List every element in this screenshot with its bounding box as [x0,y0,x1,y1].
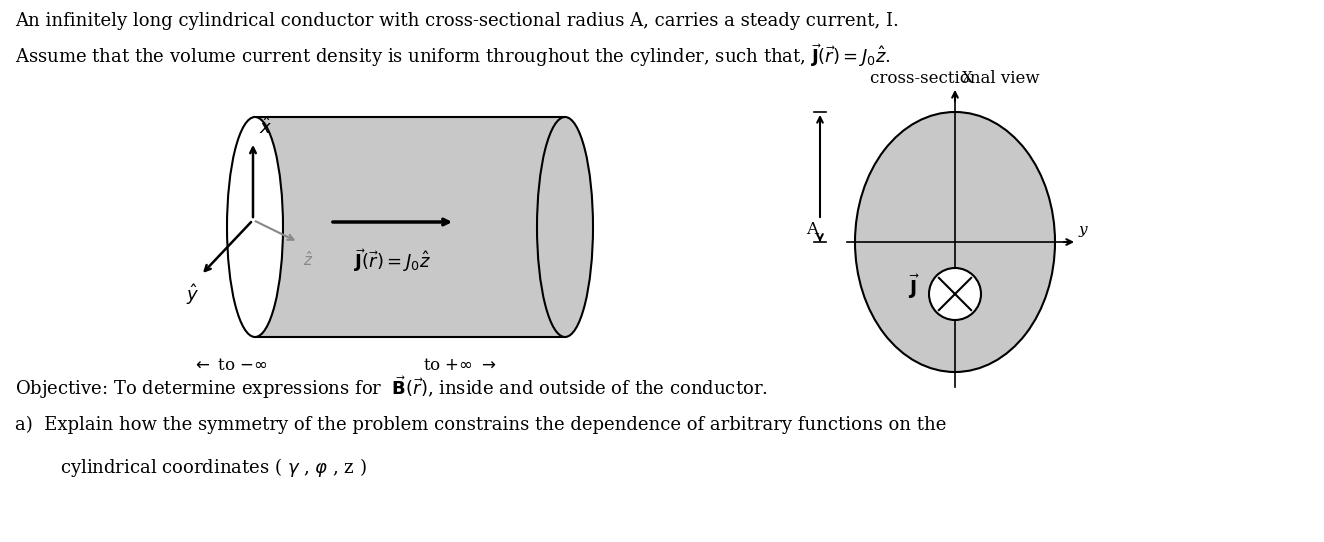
Text: X: X [963,71,973,85]
Text: A: A [806,222,818,238]
Text: to $+\infty$ $\rightarrow$: to $+\infty$ $\rightarrow$ [424,357,496,374]
Text: $\hat{y}$: $\hat{y}$ [187,282,200,307]
Text: $\hat{x}$: $\hat{x}$ [260,117,273,138]
Ellipse shape [226,117,283,337]
Circle shape [929,268,981,320]
Text: cylindrical coordinates ( $\gamma$ , $\varphi$ , z ): cylindrical coordinates ( $\gamma$ , $\v… [60,456,367,479]
Text: $\vec{\mathbf{J}}(\vec{r}) = J_0\hat{z}$: $\vec{\mathbf{J}}(\vec{r}) = J_0\hat{z}$ [354,247,430,274]
Bar [256,117,565,337]
Text: Assume that the volume current density is uniform throughout the cylinder, such : Assume that the volume current density i… [15,42,891,69]
Text: $\leftarrow$ to $-\infty$: $\leftarrow$ to $-\infty$ [192,357,267,374]
Text: y: y [1079,223,1087,237]
Text: cross-sectional view: cross-sectional view [870,70,1039,87]
Text: $\vec{\mathbf{J}}$: $\vec{\mathbf{J}}$ [908,273,920,301]
Text: $\hat{z}$: $\hat{z}$ [303,250,314,269]
Text: a)  Explain how the symmetry of the problem constrains the dependence of arbitra: a) Explain how the symmetry of the probl… [15,416,947,434]
Text: An infinitely long cylindrical conductor with cross-sectional radius A, carries : An infinitely long cylindrical conductor… [15,12,899,30]
Ellipse shape [855,112,1055,372]
Ellipse shape [538,117,593,337]
Text: Objective: To determine expressions for  $\vec{\mathbf{B}}(\vec{r})$, inside and: Objective: To determine expressions for … [15,374,768,401]
